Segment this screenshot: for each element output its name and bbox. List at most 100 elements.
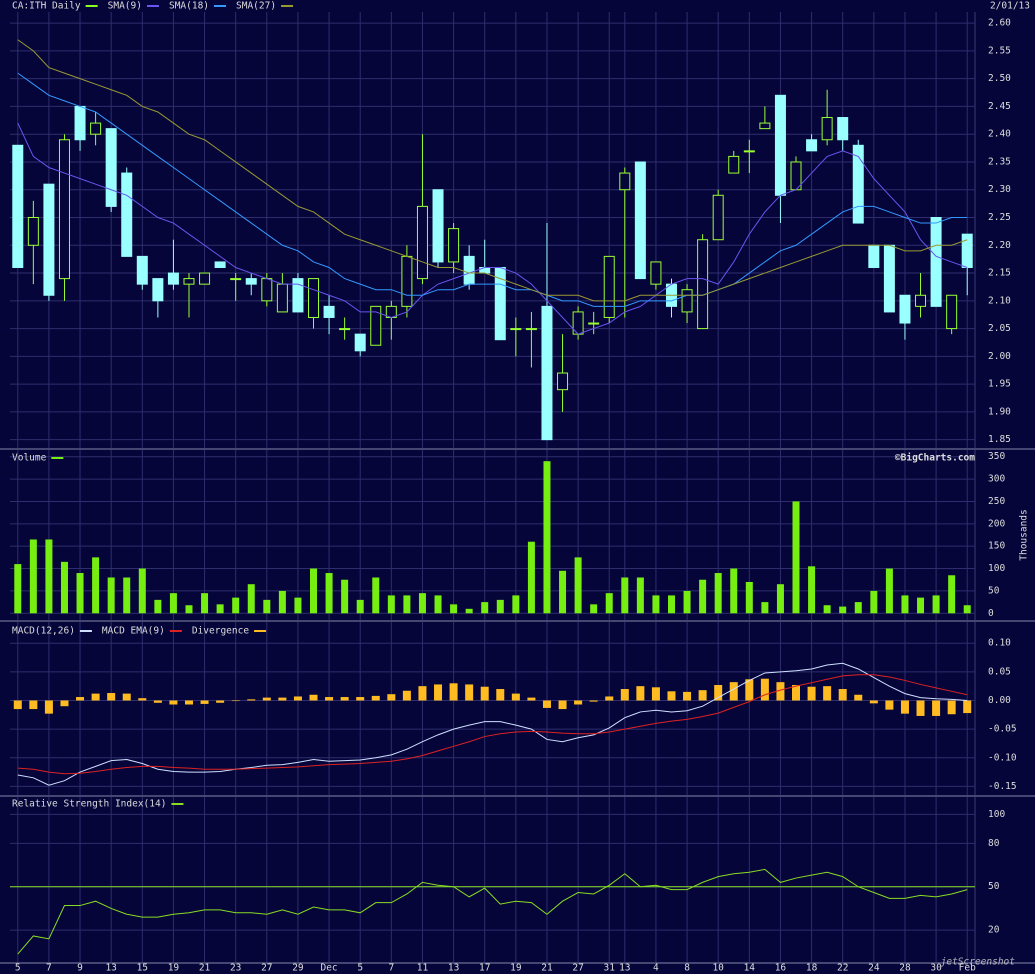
y-tick-label: 150 — [988, 541, 1005, 552]
legend-label: SMA(27) — [236, 1, 276, 12]
volume-bar — [917, 597, 925, 614]
x-tick-label: 17 — [479, 963, 490, 974]
volume-bar — [247, 584, 255, 614]
x-tick-label: 23 — [230, 963, 241, 974]
candle-body — [276, 283, 288, 313]
volume-bar — [901, 595, 909, 614]
x-tick-label: 29 — [292, 963, 304, 974]
divergence-bar — [231, 700, 240, 702]
divergence-bar — [480, 686, 489, 701]
volume-bar — [325, 573, 333, 614]
candle-body — [603, 255, 615, 318]
y-tick-label: -0.10 — [988, 752, 1017, 763]
x-tick-label: 19 — [510, 963, 522, 974]
candle-body — [90, 122, 102, 135]
sma-line — [17, 72, 968, 307]
candle-body — [728, 155, 740, 174]
volume-bar — [201, 593, 209, 614]
divergence-bar — [371, 695, 380, 701]
volume-bar — [465, 608, 473, 614]
candle-body — [432, 189, 444, 263]
volume-bar — [496, 599, 504, 614]
x-tick-label: 9 — [77, 963, 83, 974]
volume-bar — [948, 575, 956, 614]
divergence-bar — [854, 694, 863, 701]
candle-body — [27, 217, 39, 246]
divergence-bar — [776, 682, 785, 701]
divergence-bar — [325, 697, 334, 701]
divergence-bar — [823, 686, 832, 701]
divergence-bar — [278, 697, 287, 701]
candle-body — [961, 233, 973, 268]
volume-bar — [76, 573, 84, 614]
y-tick-label: 80 — [988, 838, 1000, 849]
divergence-bar — [838, 689, 847, 701]
volume-bar — [154, 599, 162, 614]
candle-body — [806, 139, 818, 152]
volume-bar — [730, 568, 738, 614]
candle-body — [759, 122, 771, 130]
volume-bar — [60, 561, 68, 614]
volume-bar — [418, 593, 426, 614]
volume-bar — [341, 579, 349, 614]
divergence-bar — [293, 696, 302, 701]
divergence-bar — [449, 683, 458, 701]
volume-bar — [885, 568, 893, 614]
volume-bar — [232, 597, 240, 614]
y-tick-label: 2.15 — [988, 268, 1011, 279]
y-tick-label: 2.40 — [988, 129, 1011, 140]
volume-bar — [45, 539, 53, 614]
candle-body — [915, 294, 927, 307]
candle-body — [183, 278, 195, 285]
divergence-bar — [402, 690, 411, 701]
volume-bar — [185, 605, 193, 614]
divergence-bar — [169, 700, 178, 705]
x-tick-label: 22 — [837, 963, 848, 974]
divergence-bar — [200, 700, 209, 704]
divergence-bar — [216, 700, 225, 703]
divergence-bar — [683, 691, 692, 701]
volume-bar — [559, 570, 567, 614]
candle-body — [712, 194, 724, 241]
candle-body — [152, 278, 164, 302]
candle-body — [650, 261, 662, 285]
x-tick-label: 16 — [775, 963, 787, 974]
y-tick-label: -0.15 — [988, 781, 1017, 792]
x-tick-label: 18 — [806, 963, 818, 974]
x-tick-label: 11 — [417, 963, 429, 974]
sma-line — [17, 122, 968, 335]
divergence-bar — [60, 700, 69, 707]
candle-body — [354, 333, 366, 352]
legend-label: Volume — [12, 453, 47, 464]
x-tick-label: 7 — [388, 963, 394, 974]
volume-bar — [574, 557, 582, 614]
y-tick-label: 2.30 — [988, 184, 1011, 195]
y-tick-label: 100 — [988, 563, 1005, 574]
legend-label: SMA(18) — [169, 1, 209, 12]
candle-body — [463, 255, 475, 285]
volume-bar — [621, 577, 629, 614]
volume-bar — [107, 577, 115, 614]
candle-body — [105, 128, 117, 207]
y-tick-label: 20 — [988, 925, 1000, 936]
divergence-bar — [527, 697, 536, 701]
divergence-bar — [107, 693, 116, 701]
candle-body — [930, 217, 942, 307]
divergence-bar — [947, 700, 956, 715]
candle-body — [214, 261, 226, 268]
candle-body — [74, 105, 86, 141]
divergence-bar — [620, 689, 629, 701]
volume-bar — [714, 573, 722, 614]
volume-bar — [263, 599, 271, 614]
divergence-bar — [932, 700, 941, 716]
y-tick-label: 2.00 — [988, 351, 1011, 362]
x-tick-label: 30 — [930, 963, 942, 974]
divergence-bar — [963, 700, 972, 714]
y-tick-label: 2.05 — [988, 323, 1011, 334]
candle-body — [899, 294, 911, 324]
volume-bar — [699, 579, 707, 614]
y-tick-label: 2.55 — [988, 45, 1011, 56]
volume-bar — [434, 595, 442, 614]
